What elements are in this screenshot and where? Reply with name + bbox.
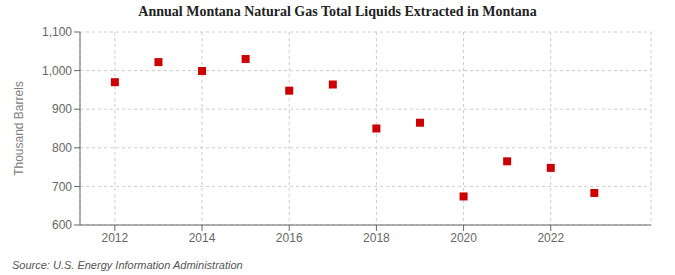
- svg-text:2016: 2016: [276, 231, 303, 245]
- html-text:Source: U.S. Energy Informatio: Source: U.S. Energy Information Administ…: [12, 259, 243, 271]
- svg-text:2022: 2022: [537, 231, 564, 245]
- html-text:Annual Montana Natural Gas Tot: Annual Montana Natural Gas Total Liquids…: [138, 4, 537, 19]
- svg-text:1,100: 1,100: [42, 25, 72, 39]
- svg-text:900: 900: [52, 102, 72, 116]
- svg-text:2020: 2020: [450, 231, 477, 245]
- svg-text:2012: 2012: [102, 231, 129, 245]
- svg-text:1,000: 1,000: [42, 64, 72, 78]
- svg-text:600: 600: [52, 218, 72, 232]
- svg-text:800: 800: [52, 141, 72, 155]
- svg-text:2014: 2014: [189, 231, 216, 245]
- svg-text:2018: 2018: [363, 231, 390, 245]
- svg-text:700: 700: [52, 180, 72, 194]
- svg-text:Thousand Barrels: Thousand Barrels: [12, 81, 26, 176]
